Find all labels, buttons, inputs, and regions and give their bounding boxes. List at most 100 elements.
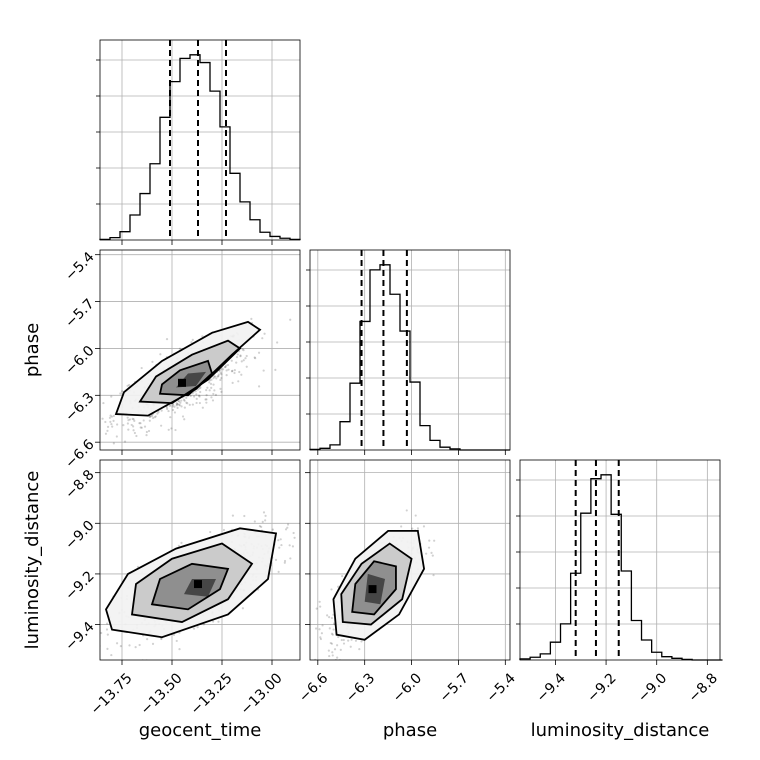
scatter-point — [188, 403, 191, 406]
y-tick-label: −9.2 — [62, 568, 97, 603]
scatter-point — [331, 651, 334, 654]
scatter-point — [183, 406, 186, 409]
scatter-point — [106, 622, 109, 625]
contour-line — [340, 542, 413, 626]
scatter-point — [178, 347, 182, 350]
scatter-point — [283, 559, 287, 563]
histogram-phase — [309, 264, 510, 451]
scatter-point — [119, 392, 122, 395]
scatter-point — [349, 645, 352, 648]
scatter-point — [126, 422, 129, 425]
scatter-point — [330, 632, 334, 635]
scatter-point — [328, 616, 331, 619]
scatter-point — [121, 390, 124, 393]
scatter-point — [411, 527, 414, 530]
scatter-point — [195, 397, 198, 400]
scatter-point — [349, 662, 351, 664]
scatter-point — [90, 438, 92, 440]
scatter-point — [166, 407, 169, 411]
scatter-point — [165, 337, 169, 341]
scatter-point — [219, 387, 222, 390]
scatter-point — [104, 432, 108, 435]
histogram-luminosity_distance — [519, 474, 723, 661]
scatter-point — [327, 649, 330, 652]
scatter-point — [178, 403, 181, 406]
y-tick-label: −9.4 — [62, 619, 97, 654]
scatter-point — [212, 392, 215, 396]
scatter-point — [151, 414, 154, 418]
scatter-point — [257, 351, 261, 354]
scatter-point — [171, 405, 174, 408]
scatter-point — [100, 631, 103, 635]
scatter-point — [260, 525, 263, 528]
x-tick-label: −9.2 — [584, 670, 619, 705]
scatter-point — [170, 427, 173, 430]
y-tick-label: −8.8 — [62, 467, 97, 502]
scatter-point — [112, 442, 115, 445]
scatter-point — [261, 520, 264, 523]
scatter-point — [219, 371, 222, 374]
scatter-point — [208, 379, 211, 382]
scatter-point — [115, 642, 119, 645]
scatter-point — [147, 429, 151, 433]
scatter-point — [291, 545, 295, 548]
scatter-point — [175, 402, 178, 405]
scatter-point — [416, 527, 420, 530]
scatter-point — [217, 374, 220, 378]
scatter-point — [171, 408, 175, 412]
scatter-point — [330, 588, 333, 591]
scatter-point — [160, 424, 163, 427]
scatter-point — [210, 396, 213, 399]
scatter-point — [315, 607, 318, 610]
density-peak — [194, 580, 202, 589]
scatter-point — [318, 628, 321, 631]
scatter-point — [127, 428, 130, 431]
x-tick-label: −6.0 — [390, 670, 425, 705]
scatter-point — [103, 458, 105, 460]
x-axis-label-phase: phase — [383, 720, 437, 741]
scatter-point — [172, 633, 176, 636]
scatter-point — [319, 605, 322, 608]
scatter-point — [216, 375, 219, 378]
scatter-point — [178, 400, 181, 403]
scatter-point — [261, 337, 264, 340]
scatter-point — [212, 377, 215, 380]
scatter-point — [230, 370, 234, 373]
scatter-point — [123, 440, 127, 443]
scatter-point — [119, 644, 122, 648]
scatter-point — [238, 370, 241, 374]
scatter-point — [126, 384, 129, 387]
scatter-point — [341, 575, 344, 578]
scatter-point — [405, 509, 408, 512]
scatter-point — [205, 401, 208, 404]
scatter-point — [220, 376, 223, 380]
scatter-point — [133, 431, 136, 435]
scatter-point — [264, 519, 267, 522]
scatter-point — [425, 552, 428, 555]
scatter-point — [329, 641, 332, 645]
scatter-point — [148, 419, 151, 422]
scatter-point — [102, 401, 105, 405]
scatter-point — [430, 551, 433, 554]
scatter-point — [111, 425, 114, 428]
scatter-point — [354, 639, 358, 642]
scatter-point — [288, 544, 291, 547]
scatter-point — [360, 640, 363, 643]
scatter-point — [223, 366, 227, 369]
scatter-point — [191, 403, 194, 406]
scatter-point — [274, 368, 277, 371]
scatter-point — [286, 523, 290, 526]
scatter-point — [191, 338, 194, 341]
scatter-point — [198, 395, 201, 398]
scatter-point — [146, 638, 149, 641]
scatter-point — [160, 409, 163, 412]
y-tick-label: −5.7 — [62, 296, 97, 331]
scatter-point — [179, 401, 182, 404]
scatter-point — [263, 332, 266, 335]
scatter-point — [258, 525, 261, 528]
y-axis-label-luminosity_distance: luminosity_distance — [22, 471, 43, 650]
scatter-point — [151, 416, 155, 420]
x-tick-label: −5.7 — [437, 670, 472, 705]
scatter-point — [167, 428, 170, 431]
scatter-point — [145, 430, 148, 434]
